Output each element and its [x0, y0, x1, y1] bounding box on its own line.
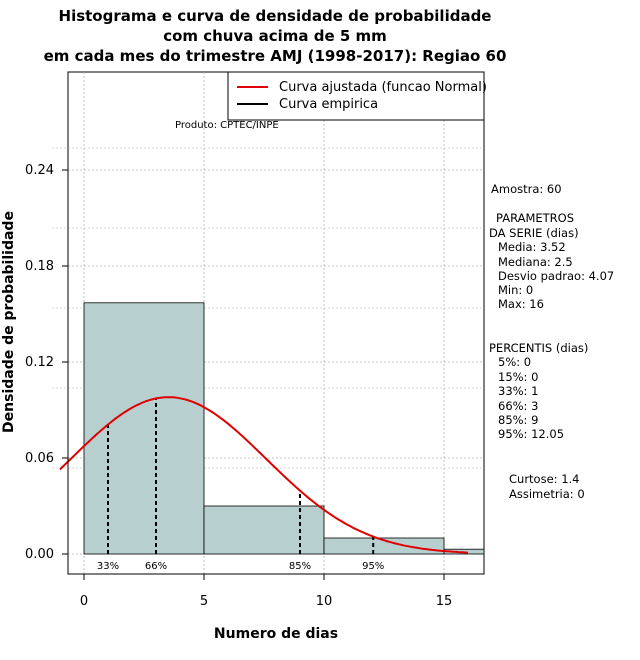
- param-min: Min: 0: [498, 283, 533, 297]
- stat-assimetria: Assimetria: 0: [509, 487, 585, 501]
- legend-box: [227, 71, 485, 121]
- params-title-1: PARAMETROS: [496, 211, 574, 225]
- percentil-33: 33%: 1: [498, 384, 538, 398]
- stat-sample: Amostra: 60: [491, 182, 562, 196]
- percentile-lines: 33% 66% 85% 95%: [97, 398, 384, 572]
- y-tick-label-2: 0.12: [25, 355, 54, 370]
- percentil-95: 95%: 12.05: [498, 427, 564, 441]
- percentis-title: PERCENTIS (dias): [489, 341, 588, 355]
- param-media: Media: 3.52: [498, 240, 566, 254]
- percentil-15: 15%: 0: [498, 370, 538, 384]
- percentile-label-0: 33%: [97, 561, 119, 572]
- y-tick-label-1: 0.06: [25, 451, 54, 466]
- y-axis-label: Densidade de probabilidade: [1, 211, 17, 433]
- percentil-66: 66%: 3: [498, 399, 538, 413]
- y-tick-label-3: 0.18: [25, 259, 54, 274]
- param-max: Max: 16: [498, 297, 544, 311]
- x-tick-label-10: 10: [316, 594, 333, 609]
- param-mediana: Mediana: 2.5: [498, 255, 573, 269]
- legend-label-empirical: Curva empirica: [279, 97, 378, 112]
- normal-fit-curve: [59, 396, 469, 554]
- x-axis: 0 5 10 15: [80, 573, 453, 609]
- percentile-label-1: 66%: [145, 561, 167, 572]
- percentil-85: 85%: 9: [498, 413, 538, 427]
- stat-curtose: Curtose: 1.4: [509, 472, 579, 486]
- product-note: Produto: CPTEC/INPE: [175, 120, 279, 131]
- chart-title-line-1: Histograma e curva de densidade de proba…: [59, 7, 492, 25]
- stats-panel: Amostra: 60 PARAMETROS DA SERIE (dias) M…: [489, 182, 614, 501]
- x-axis-label: Numero de dias: [214, 626, 338, 642]
- histogram-bar-2: [323, 537, 445, 555]
- x-tick-label-5: 5: [200, 594, 208, 609]
- chart-title-line-2: com chuva acima de 5 mm: [163, 27, 387, 45]
- legend-label-normal: Curva ajustada (funcao Normal): [279, 80, 487, 95]
- params-title-2: DA SERIE (dias): [489, 226, 579, 240]
- y-axis: 0.00 0.06 0.12 0.18 0.24: [25, 163, 69, 562]
- chart-title-line-3: em cada mes do trimestre AMJ (1998-2017)…: [44, 47, 507, 65]
- y-tick-label-4: 0.24: [25, 163, 54, 178]
- legend: Curva ajustada (funcao Normal) Curva emp…: [227, 71, 487, 121]
- y-tick-label-0: 0.00: [25, 547, 54, 562]
- x-tick-label-15: 15: [436, 594, 453, 609]
- percentile-label-3: 95%: [362, 561, 384, 572]
- percentile-label-2: 85%: [289, 561, 311, 572]
- param-desvio: Desvio padrao: 4.07: [498, 269, 614, 283]
- percentil-5: 5%: 0: [498, 355, 531, 369]
- x-tick-label-0: 0: [80, 594, 88, 609]
- histogram-bars: [83, 302, 485, 555]
- histogram-bar-1: [203, 505, 325, 555]
